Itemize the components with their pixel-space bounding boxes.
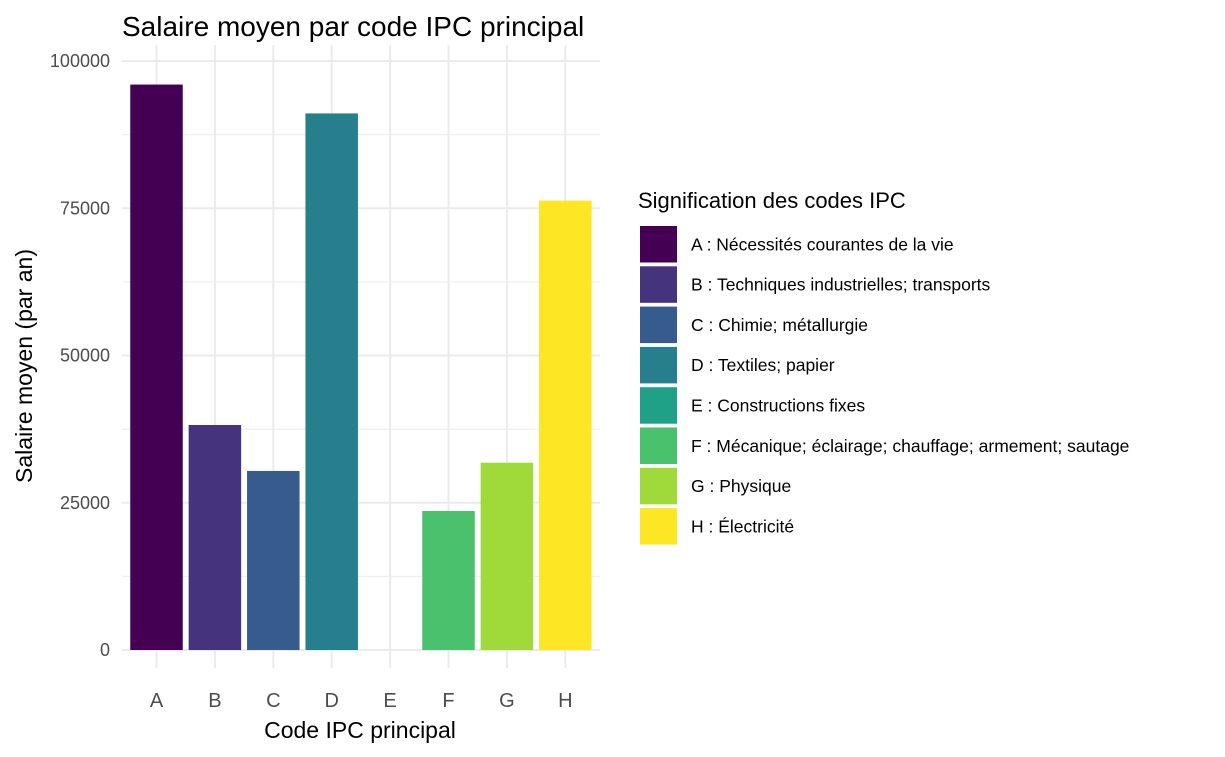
legend-key bbox=[640, 226, 677, 263]
legend-key bbox=[640, 508, 677, 545]
bar-f bbox=[422, 510, 475, 650]
y-axis-ticks: 0 25000 50000 75000 100000 bbox=[50, 51, 110, 660]
legend: Signification des codes IPC A : Nécessit… bbox=[638, 188, 1129, 545]
legend-label: H : Électricité bbox=[691, 516, 794, 536]
legend-label: F : Mécanique; éclairage; chauffage; arm… bbox=[691, 436, 1129, 456]
legend-label: C : Chimie; métallurgie bbox=[691, 315, 868, 335]
y-tick-label: 75000 bbox=[60, 198, 110, 218]
legend-key bbox=[640, 266, 677, 303]
legend-label: A : Nécessités courantes de la vie bbox=[691, 234, 954, 254]
legend-label: E : Constructions fixes bbox=[691, 395, 865, 415]
legend-label: G : Physique bbox=[691, 476, 791, 496]
y-tick-label: 100000 bbox=[50, 51, 110, 71]
chart-title: Salaire moyen par code IPC principal bbox=[122, 11, 584, 42]
bar-h bbox=[539, 200, 592, 650]
bars bbox=[130, 84, 592, 650]
x-axis-title: Code IPC principal bbox=[264, 717, 456, 743]
x-tick-label: B bbox=[208, 690, 221, 712]
x-tick-label: E bbox=[383, 690, 396, 712]
bar-c bbox=[247, 470, 300, 650]
bar-b bbox=[188, 425, 242, 650]
x-tick-label: C bbox=[266, 690, 280, 712]
legend-title: Signification des codes IPC bbox=[638, 188, 906, 213]
bar-d bbox=[305, 113, 358, 650]
legend-label: D : Textiles; papier bbox=[691, 355, 835, 375]
y-tick-label: 25000 bbox=[60, 493, 110, 513]
y-tick-label: 0 bbox=[100, 640, 110, 660]
legend-items: A : Nécessités courantes de la vie B : Te… bbox=[640, 226, 1129, 545]
x-tick-label: G bbox=[499, 690, 515, 712]
legend-key bbox=[640, 427, 677, 464]
x-tick-label: A bbox=[150, 690, 164, 712]
x-tick-label: H bbox=[558, 690, 572, 712]
x-tick-label: F bbox=[442, 690, 454, 712]
legend-key bbox=[640, 467, 677, 505]
legend-key bbox=[640, 387, 677, 424]
legend-key bbox=[640, 306, 677, 344]
y-axis-title: Salaire moyen (par an) bbox=[11, 249, 37, 483]
bar-g bbox=[480, 462, 534, 650]
bar-a bbox=[130, 84, 183, 650]
x-axis-ticks: A B C D E F G H bbox=[150, 690, 573, 712]
legend-key bbox=[640, 346, 677, 384]
legend-label: B : Techniques industrielles; transports bbox=[691, 275, 991, 295]
x-tick-label: D bbox=[324, 690, 338, 712]
y-tick-label: 50000 bbox=[60, 346, 110, 366]
